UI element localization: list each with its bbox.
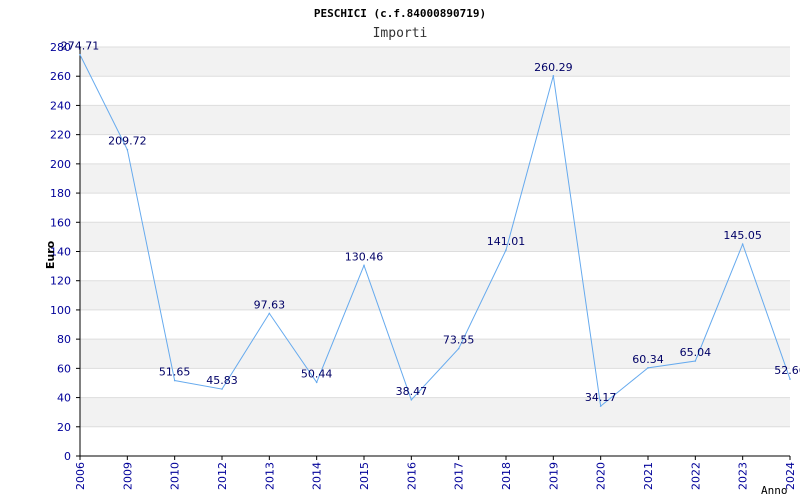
data-label-5: 50.44 xyxy=(301,367,333,380)
y-tick-label-0: 0 xyxy=(64,450,71,463)
data-point-0 xyxy=(79,53,81,56)
x-tick-label-4: 2013 xyxy=(263,462,276,490)
y-tick-label-7: 140 xyxy=(50,246,71,259)
x-tick-label-5: 2014 xyxy=(311,462,324,490)
y-tick-label-3: 60 xyxy=(57,362,71,375)
data-point-6 xyxy=(363,264,365,267)
data-point-3 xyxy=(221,388,223,390)
series-line-0 xyxy=(79,54,791,408)
data-point-12 xyxy=(647,367,649,369)
y-tick-label-1: 20 xyxy=(57,421,71,434)
x-tick-label-11: 2020 xyxy=(595,462,608,490)
data-point-9 xyxy=(505,249,507,251)
band-11 xyxy=(80,105,790,135)
chart-subtitle: Importi xyxy=(373,26,428,41)
y-tick-label-6: 120 xyxy=(50,275,71,288)
data-point-4 xyxy=(268,312,271,315)
data-point-13 xyxy=(694,360,697,362)
band-10 xyxy=(80,134,790,164)
x-tick-label-2: 2010 xyxy=(169,462,182,490)
data-labels: 274.71 209.72 51.65 45.83 97.63 50.44 130.46 38… xyxy=(61,40,800,404)
series-line-group xyxy=(79,53,791,408)
y-tick-label-9: 180 xyxy=(50,187,71,200)
x-tick-label-7: 2016 xyxy=(405,462,418,490)
x-tick-label-14: 2023 xyxy=(737,462,750,490)
data-label-12: 60.34 xyxy=(632,353,664,366)
band-1 xyxy=(80,397,790,427)
band-2 xyxy=(80,368,790,398)
data-label-0: 274.71 xyxy=(61,40,100,53)
band-6 xyxy=(80,251,790,281)
data-point-8 xyxy=(457,347,460,350)
x-axis-ticks: 2006 2009 2010 2012 2013 2014 2015 2016 2017 2018… xyxy=(74,456,797,490)
band-7 xyxy=(80,222,790,252)
x-tick-label-9: 2018 xyxy=(500,462,513,490)
y-tick-label-12: 240 xyxy=(50,99,71,112)
data-point-1 xyxy=(126,148,129,151)
background-bands xyxy=(80,47,790,456)
data-point-10 xyxy=(552,74,555,77)
y-tick-label-10: 200 xyxy=(50,158,71,171)
data-label-14: 145.05 xyxy=(723,229,762,242)
band-3 xyxy=(80,339,790,369)
data-label-3: 45.83 xyxy=(206,374,238,387)
y-tick-label-8: 160 xyxy=(50,216,71,229)
data-label-13: 65.04 xyxy=(680,346,712,359)
y-tick-label-14: 280 xyxy=(50,41,71,54)
y-tick-label-4: 80 xyxy=(57,333,71,346)
data-point-15 xyxy=(789,378,791,380)
band-5 xyxy=(80,280,790,310)
y-tick-label-2: 40 xyxy=(57,392,71,405)
band-13 xyxy=(80,47,790,77)
x-tick-label-8: 2017 xyxy=(453,462,466,490)
data-label-15: 52.66 xyxy=(774,364,800,377)
data-label-8: 73.55 xyxy=(443,334,475,347)
data-label-1: 209.72 xyxy=(108,135,147,148)
data-point-11 xyxy=(599,405,602,407)
x-tick-label-12: 2021 xyxy=(642,462,655,490)
data-point-14 xyxy=(741,243,744,245)
data-label-6: 130.46 xyxy=(345,250,384,263)
data-label-9: 141.01 xyxy=(487,235,526,248)
band-4 xyxy=(80,309,790,340)
x-tick-label-13: 2022 xyxy=(689,462,702,490)
data-point-7 xyxy=(410,399,413,401)
y-tick-label-13: 260 xyxy=(50,70,71,83)
x-tick-label-1: 2009 xyxy=(121,462,134,490)
data-label-2: 51.65 xyxy=(159,366,191,379)
x-axis-label: Anno xyxy=(761,484,788,497)
gridlines xyxy=(80,46,790,457)
x-tick-label-3: 2012 xyxy=(216,462,229,490)
x-tick-label-15: 2024 xyxy=(784,462,797,490)
band-12 xyxy=(80,76,790,106)
data-label-4: 97.63 xyxy=(254,298,286,311)
band-8 xyxy=(80,193,790,223)
data-label-10: 260.29 xyxy=(534,61,573,74)
x-tick-label-0: 2006 xyxy=(74,462,87,490)
data-point-5 xyxy=(315,381,318,384)
y-axis-label: Euro xyxy=(44,240,57,269)
chart-title: PESCHICI (c.f.84000890719) xyxy=(314,7,486,20)
y-tick-label-11: 220 xyxy=(50,129,71,142)
data-label-11: 34.17 xyxy=(585,391,617,404)
data-point-2 xyxy=(173,379,176,382)
x-tick-label-10: 2019 xyxy=(547,462,560,490)
y-axis-ticks: 0 20 40 60 80 100 120 140 160 180 200 220 240 260 280 xyxy=(50,41,80,463)
data-label-7: 38.47 xyxy=(396,385,428,398)
band-0 xyxy=(80,426,790,456)
y-tick-label-5: 100 xyxy=(50,304,71,317)
x-tick-label-6: 2015 xyxy=(358,462,371,490)
band-9 xyxy=(80,163,790,194)
